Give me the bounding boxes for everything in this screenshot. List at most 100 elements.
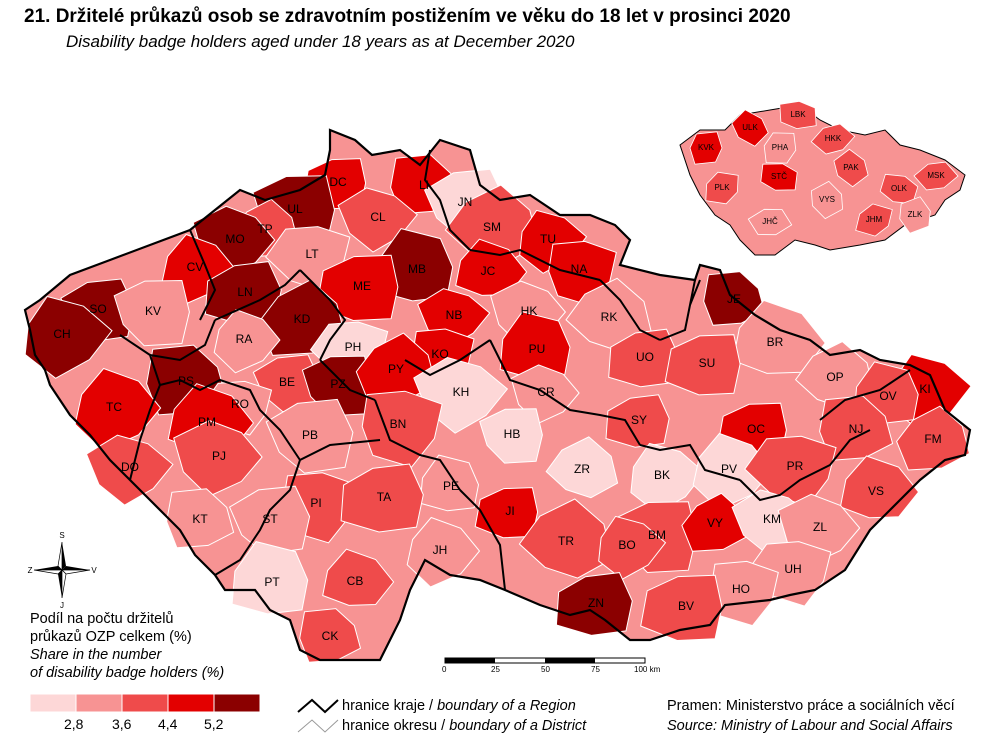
district-label-lt: LT <box>305 247 319 261</box>
region-jhč <box>747 208 793 236</box>
district-label-zl: ZL <box>813 520 827 534</box>
legend-break-4: 5,2 <box>204 716 224 732</box>
scale-label-25: 25 <box>491 665 500 674</box>
district-label-sm: SM <box>483 220 501 234</box>
district-label-vs: VS <box>868 484 884 498</box>
district-label-dc: DC <box>329 175 347 189</box>
district-label-tu: TU <box>540 232 556 246</box>
district-label-jc: JC <box>481 264 496 278</box>
district-label-bm: BM <box>648 528 666 542</box>
map-subtitle: Disability badge holders aged under 18 y… <box>66 32 575 51</box>
district-kv <box>113 279 190 347</box>
source-en: Source: Ministry of Labour and Social Af… <box>667 718 953 734</box>
district-label-ck: CK <box>322 629 339 643</box>
scale-label-50: 50 <box>541 665 550 674</box>
compass-w: Z <box>28 566 33 575</box>
region-label-msk: MSK <box>927 171 945 180</box>
legend-swatch-5 <box>213 693 261 713</box>
district-label-do: DO <box>121 460 139 474</box>
district-label-pv: PV <box>721 462 737 476</box>
compass-e: V <box>91 566 97 575</box>
district-tr <box>518 498 613 579</box>
district-label-na: NA <box>571 262 588 276</box>
legend-break-1: 2,8 <box>64 716 84 732</box>
legend-title-cs-1: Podíl na počtu držitelů <box>30 611 174 627</box>
district-label-nb: NB <box>446 308 463 322</box>
legend-title-en-2: of disability badge holders (%) <box>30 665 225 681</box>
district-label-cr: CR <box>537 385 555 399</box>
district-label-st: ST <box>262 512 278 526</box>
region-plk <box>705 171 739 205</box>
district-label-pe: PE <box>443 479 459 493</box>
district-label-ch: CH <box>53 327 70 341</box>
district-tc <box>74 367 162 452</box>
region-vys <box>810 180 844 220</box>
legend-title-cs-2: průkazů OZP celkem (%) <box>30 629 192 645</box>
district-label-tr: TR <box>558 534 574 548</box>
source-cs: Pramen: Ministerstvo práce a sociálních … <box>667 698 955 714</box>
region-inset-map: KVK ULK LBK HKK PHA PAK STČ MSK PLK VYS OLK JHČ JHM Z… <box>679 100 966 256</box>
legend-title: Podíl na počtu držitelů průkazů OZP celk… <box>30 610 224 682</box>
legend-swatch-1 <box>29 693 77 713</box>
scale-label-75: 75 <box>591 665 600 674</box>
district-label-uh: UH <box>784 562 801 576</box>
district-label-cv: CV <box>187 260 204 274</box>
legend-swatch-4 <box>167 693 215 713</box>
legend-break-3: 4,4 <box>158 716 178 732</box>
district-label-hb: HB <box>504 427 521 441</box>
district-sy <box>605 394 670 448</box>
district-label-ho: HO <box>732 582 750 596</box>
region-label-pak: PAK <box>843 163 859 172</box>
region-label-jhm: JHM <box>866 215 883 224</box>
district-label-me: ME <box>353 279 371 293</box>
district-label-km: KM <box>763 512 781 526</box>
district-label-bv: BV <box>678 599 694 613</box>
map-title: 21. Držitelé průkazů osob se zdravotním … <box>24 6 791 27</box>
district-label-pr: PR <box>787 459 804 473</box>
district-label-tp: TP <box>257 222 272 236</box>
district-label-bo: BO <box>618 538 635 552</box>
region-boundaries <box>119 149 911 591</box>
region-kvk <box>689 131 723 165</box>
district-label-oc: OC <box>747 422 765 436</box>
district-do <box>85 434 174 506</box>
region-pak <box>833 148 869 188</box>
district-label-be: BE <box>279 375 295 389</box>
district-label-bk: BK <box>654 468 670 482</box>
boundary-legend-district: hranice okresu / boundary of a District <box>300 716 586 736</box>
district-label-pj: PJ <box>212 449 226 463</box>
district-label-sy: SY <box>631 413 647 427</box>
district-label-ko: KO <box>431 347 448 361</box>
district-label-ph: PH <box>345 340 362 354</box>
region-label-vys: VYS <box>819 195 835 204</box>
district-su <box>664 334 741 396</box>
scale-label-0: 0 <box>442 665 447 674</box>
boundary-legend-district-en: boundary of a District <box>449 718 587 734</box>
district-label-jh: JH <box>433 543 448 557</box>
compass-s: J <box>60 601 64 610</box>
scale-bar <box>444 657 646 664</box>
boundary-legend: hranice kraje / boundary of a Region hra… <box>300 696 586 736</box>
region-lbk <box>779 100 817 130</box>
district-label-pz: PZ <box>330 377 345 391</box>
region-label-jhč: JHČ <box>762 217 778 226</box>
district-label-pu: PU <box>529 342 546 356</box>
district-label-ps: PS <box>178 374 194 388</box>
district-label-cl: CL <box>370 210 386 224</box>
district-ra <box>213 309 281 374</box>
region-pha <box>763 132 797 164</box>
district-label-zr: ZR <box>574 462 590 476</box>
district-fm <box>896 405 970 471</box>
legend-swatch-2 <box>75 693 123 713</box>
region-jhm <box>855 203 893 237</box>
boundary-legend-district-cs: hranice okresu / <box>342 718 446 734</box>
district-label-py: PY <box>388 362 404 376</box>
compass: S J Z V <box>28 531 98 610</box>
boundary-legend-region-cs: hranice kraje / <box>342 698 434 714</box>
district-label-tc: TC <box>106 400 122 414</box>
district-pe <box>419 454 480 512</box>
legend-title-en-1: Share in the number <box>30 647 162 663</box>
district-pj <box>173 419 263 498</box>
district-label-so: SO <box>89 302 106 316</box>
district-nj <box>819 395 894 461</box>
